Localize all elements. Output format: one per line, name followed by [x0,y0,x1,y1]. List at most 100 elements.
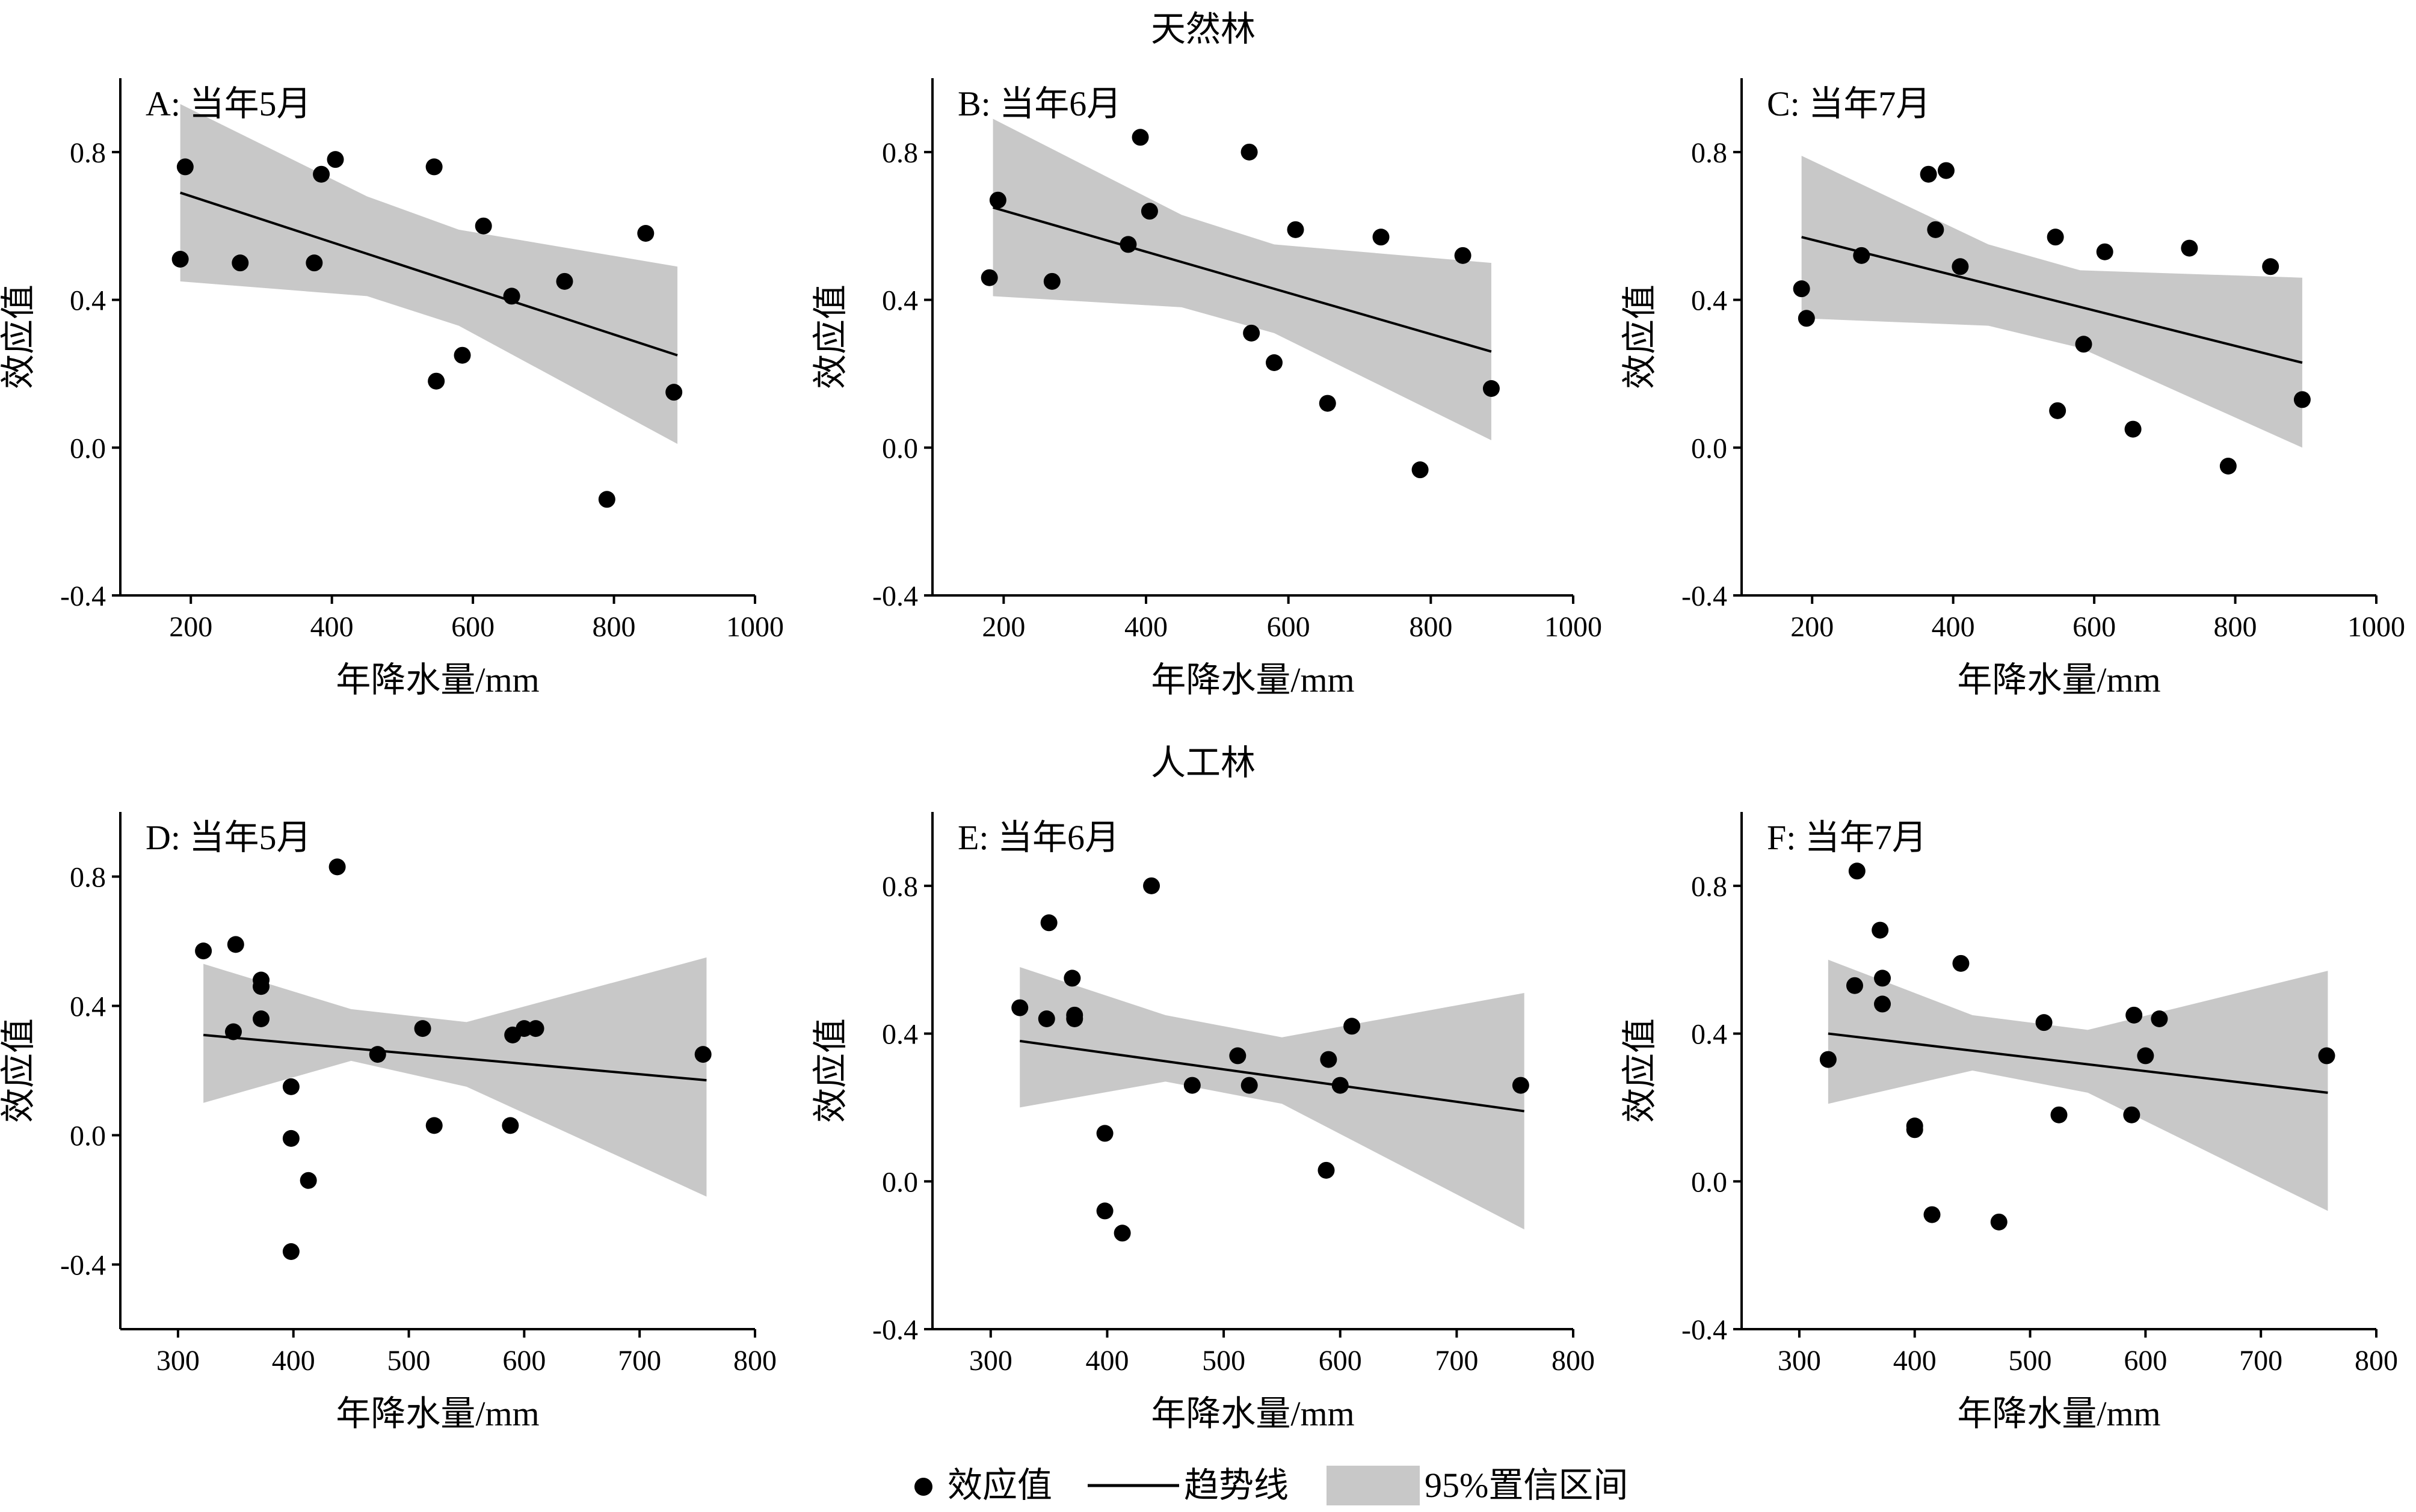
data-point [369,1046,386,1063]
data-point [1853,247,1870,264]
data-point [2219,458,2237,475]
data-point [2075,336,2092,353]
x-tick-label: 600 [502,1345,546,1377]
x-axis-label: 年降水量/mm [1957,1394,2160,1433]
data-point [694,1046,712,1063]
data-point [2318,1047,2335,1065]
panel-title: C: 当年7月 [1767,84,1931,123]
y-tick-label: -0.4 [872,580,918,612]
x-axis-label: 年降水量/mm [1151,660,1354,699]
panel-d: -0.4 0.0 0.4 0.8 300 400 500 600 700 800 D: 当年5月年降… [0,812,777,1433]
data-point [1266,354,1283,371]
data-point [1872,921,1889,939]
y-tick-label: 0.4 [882,1019,918,1051]
data-point [1372,229,1390,246]
x-tick-label: 500 [1202,1345,1245,1377]
trend-line [1019,1039,1524,1113]
x-tick-label: 400 [1932,611,1975,643]
data-point [1319,395,1336,412]
panels: -0.4 0.0 0.4 0.8 200 400 600 800 1000 A: 当年5月年降水量… [0,78,2405,1433]
data-point [1011,999,1029,1016]
data-point [1952,258,1969,275]
data-point [1331,1077,1349,1094]
x-tick-label: 800 [733,1345,777,1377]
y-tick-label: -0.4 [60,580,106,612]
data-point [598,491,615,508]
y-tick-label: 0.8 [882,137,918,169]
data-point [1317,1161,1335,1179]
data-point [414,1020,431,1037]
trend-line [1828,1032,2328,1094]
data-point [195,942,212,960]
data-point [1927,221,1944,238]
x-tick-label: 200 [1790,611,1834,643]
data-point [232,254,249,272]
data-point [171,251,189,268]
data-point [253,1010,270,1027]
legend-ci-swatch [1327,1466,1420,1505]
data-point [1229,1047,1247,1065]
data-point [556,272,573,290]
x-tick-label: 400 [1085,1345,1129,1377]
y-axis-label: 效应值 [0,284,38,389]
data-point [516,1020,533,1037]
data-point [2047,229,2064,246]
data-point [327,151,344,168]
data-point [2125,1006,2143,1024]
x-axis-label: 年降水量/mm [1151,1394,1354,1433]
data-point [1183,1077,1201,1094]
x-tick-label: 800 [2355,1345,2398,1377]
panel-title: F: 当年7月 [1767,818,1927,857]
y-tick-label: -0.4 [1681,1314,1727,1346]
data-point [2262,258,2279,275]
data-point [306,254,323,272]
data-point [1343,1018,1361,1035]
data-point [1143,877,1160,894]
group-title-plantation: 人工林 [1151,743,1256,782]
data-point [425,1117,443,1134]
panel-title: D: 当年5月 [146,818,312,857]
data-point [428,372,445,390]
data-point [224,1023,242,1040]
data-point [2181,239,2198,257]
data-point [502,1117,519,1134]
y-axis-label: 效应值 [0,1018,38,1123]
x-tick-label: 300 [156,1345,200,1377]
data-point [282,1243,300,1260]
data-point [1066,1010,1083,1027]
trend-line [1801,236,2303,364]
y-tick-label: 0.8 [70,862,106,894]
x-tick-label: 800 [593,611,636,643]
data-point [2151,1010,2168,1027]
legend: 效应值 趋势线 95%置信区间 [914,1466,1628,1505]
data-point [1411,461,1429,479]
x-axis-label: 年降水量/mm [1957,660,2160,699]
data-point [665,384,683,401]
trend-line [993,206,1492,353]
legend-trend-label: 趋势线 [1184,1466,1289,1505]
data-point [300,1172,317,1189]
data-point [1937,162,1955,179]
y-tick-label: 0.4 [882,285,918,317]
trend-line [180,191,678,357]
y-tick-label: 0.0 [1691,432,1727,464]
panel-b: -0.4 0.0 0.4 0.8 200 400 600 800 1000 B: 当年6月年降水量… [811,78,1602,699]
y-axis-label: 效应值 [1620,284,1659,389]
data-point [1114,1225,1131,1242]
y-tick-label: 0.8 [70,137,106,169]
data-point [2293,391,2311,408]
y-tick-label: 0.4 [1691,285,1727,317]
y-tick-label: 0.8 [882,871,918,903]
x-tick-label: 800 [1552,1345,1595,1377]
data-point [1141,203,1158,220]
y-tick-label: 0.0 [70,432,106,464]
data-point [1287,221,1304,238]
ci-band [1020,967,1524,1230]
data-point [1132,129,1149,146]
ci-band [1828,959,2328,1211]
data-point [1096,1202,1114,1220]
data-point [1819,1051,1837,1068]
x-tick-label: 600 [2124,1345,2167,1377]
panel-e: -0.4 0.0 0.4 0.8 300 400 500 600 700 800 E: 当年6月年降… [811,812,1595,1433]
y-tick-label: 0.8 [1691,871,1727,903]
